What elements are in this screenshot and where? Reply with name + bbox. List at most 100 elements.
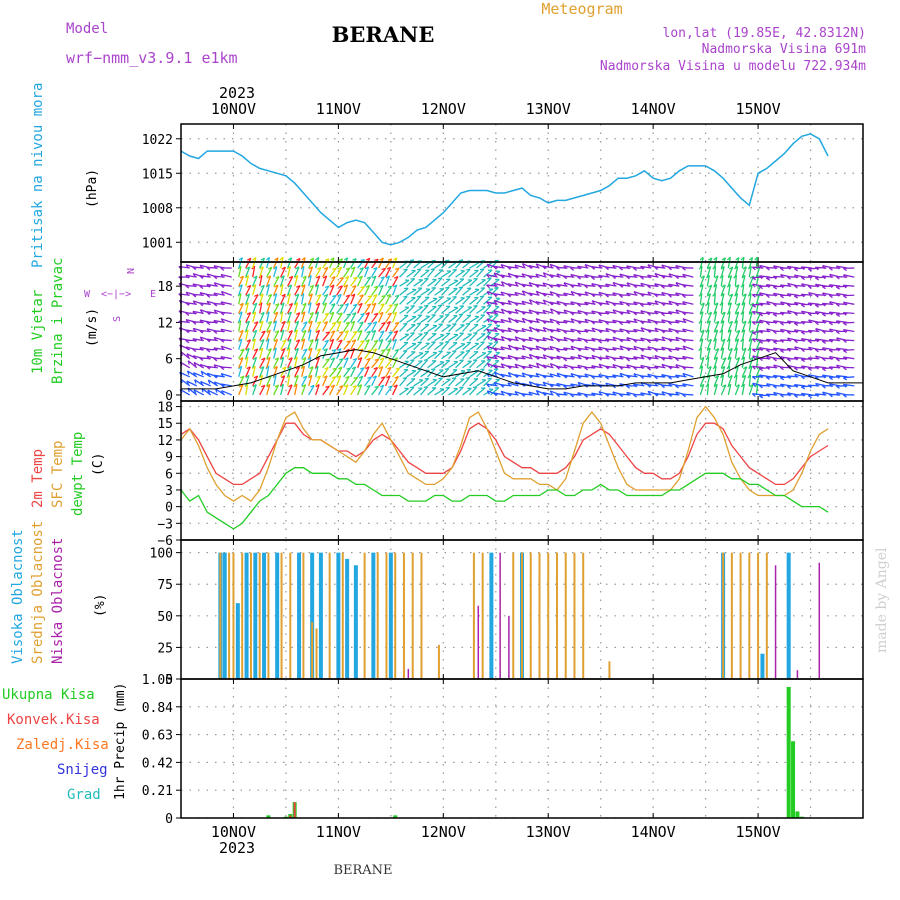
wind-barb — [364, 322, 373, 332]
wind-barb — [720, 284, 726, 296]
wind-barb-flag — [500, 319, 504, 324]
wind-barb-flag — [542, 354, 546, 359]
wind-barb-flag — [373, 366, 378, 370]
wind-barb-flag — [800, 331, 805, 335]
wind-barb-flag — [640, 392, 644, 397]
wind-barb-flag — [647, 274, 651, 279]
wind-barb-flag — [393, 257, 398, 261]
wind-barb — [420, 359, 429, 369]
wind-barb-flag — [549, 308, 553, 313]
wind-barb-flag — [661, 391, 665, 396]
conv-precip-bar — [293, 802, 296, 818]
wind-barb-flag — [835, 303, 840, 307]
wind-barb-flag — [647, 390, 651, 395]
wind-barb-flag — [192, 372, 197, 377]
y-tick-label: 1015 — [142, 167, 173, 182]
wind-barb-flag — [388, 304, 393, 307]
wind-barb-flag — [220, 328, 225, 333]
wind-barb-flag — [185, 264, 190, 269]
wind-barb — [727, 302, 732, 314]
wind-barb — [699, 275, 705, 287]
wind-barb-flag — [626, 357, 630, 362]
wind-barb-flag — [675, 319, 679, 324]
day-label-bottom: 11NOV — [316, 823, 361, 841]
wind-barb-flag — [556, 311, 560, 316]
wind-barb — [420, 332, 429, 342]
wind-barb-flag — [786, 265, 791, 270]
wind-barb-flag — [814, 311, 819, 315]
model-name: wrf−nmm_v3.9.1 e1km — [66, 49, 238, 67]
wind-barb — [238, 375, 245, 387]
wind-barb — [521, 327, 533, 333]
wind-barb-flag — [773, 292, 777, 297]
wind-barb — [455, 378, 465, 387]
wind-barb-flag — [835, 275, 840, 280]
wind-barb — [469, 386, 478, 396]
wind-barb — [713, 311, 718, 323]
wind-barb — [322, 312, 330, 323]
wind-barb — [755, 266, 761, 278]
wind-barb — [301, 311, 306, 323]
wind-barb — [476, 333, 486, 342]
wind-barb-flag — [821, 357, 826, 362]
wind-barb-flag — [759, 395, 764, 399]
wind-barb-flag — [843, 274, 847, 279]
wind-barb-flag — [206, 338, 211, 343]
wind-barb-flag — [779, 394, 784, 398]
wind-barb-flag — [591, 327, 595, 332]
wind-barb — [483, 269, 493, 278]
wind-barb — [528, 364, 540, 369]
wind-barb-flag — [293, 329, 298, 333]
wind-barb-flag — [266, 383, 271, 388]
wind-barb-flag — [350, 320, 355, 324]
wind-barb-flag — [675, 391, 679, 396]
wind-barb — [727, 375, 733, 387]
wind-barb-flag — [653, 321, 658, 325]
wind-barb — [371, 258, 379, 269]
wind-barb — [385, 375, 391, 387]
wind-barb-flag — [800, 386, 806, 390]
wind-barb-flag — [681, 294, 686, 299]
wind-barb — [308, 329, 312, 341]
wind-barb-flag — [325, 385, 330, 388]
wind-barb-flag — [493, 337, 497, 342]
wind-barb-flag — [374, 385, 379, 389]
wind-barb-flag — [633, 274, 637, 279]
wind-barb — [391, 339, 398, 350]
wind-barb — [434, 388, 445, 396]
wind-barb-flag — [720, 320, 725, 324]
wind-barb — [727, 384, 732, 396]
wind-unit: (m/s) — [85, 308, 100, 347]
wind-barb-flag — [351, 266, 356, 270]
wind-barb — [455, 278, 465, 287]
wind-barb — [238, 275, 245, 287]
wind-barb — [462, 295, 471, 305]
wind-barb-flag — [330, 330, 336, 334]
wind-barb — [829, 311, 841, 315]
wind-barb-flag — [667, 321, 672, 326]
wind-barb-flag — [410, 359, 415, 362]
wind-barb — [469, 378, 479, 387]
wind-barb-flag — [385, 275, 390, 279]
wind-barb-flag — [444, 313, 450, 316]
wind-barb-flag — [654, 327, 658, 332]
wind-barb — [483, 304, 492, 314]
wind-barb — [521, 355, 533, 360]
wind-barb — [357, 275, 363, 287]
wind-barb — [378, 339, 384, 350]
wind-speed-line — [181, 349, 863, 390]
wind-barb — [315, 330, 321, 341]
wind-barb-flag — [765, 349, 770, 353]
wind-barb — [682, 372, 694, 378]
wind-barb — [343, 294, 351, 305]
wind-barb — [441, 386, 451, 396]
wind-barb-flag — [330, 284, 335, 288]
wind-barb-flag — [287, 257, 292, 261]
wind-barb-flag — [338, 285, 343, 288]
wind-barb-flag — [640, 282, 644, 287]
wind-barb-flag — [351, 339, 356, 343]
wind-barb-flag — [619, 393, 623, 398]
wind-barb-flag — [486, 356, 490, 361]
wind-barb-flag — [556, 366, 560, 370]
wind-barb-flag — [707, 266, 711, 270]
